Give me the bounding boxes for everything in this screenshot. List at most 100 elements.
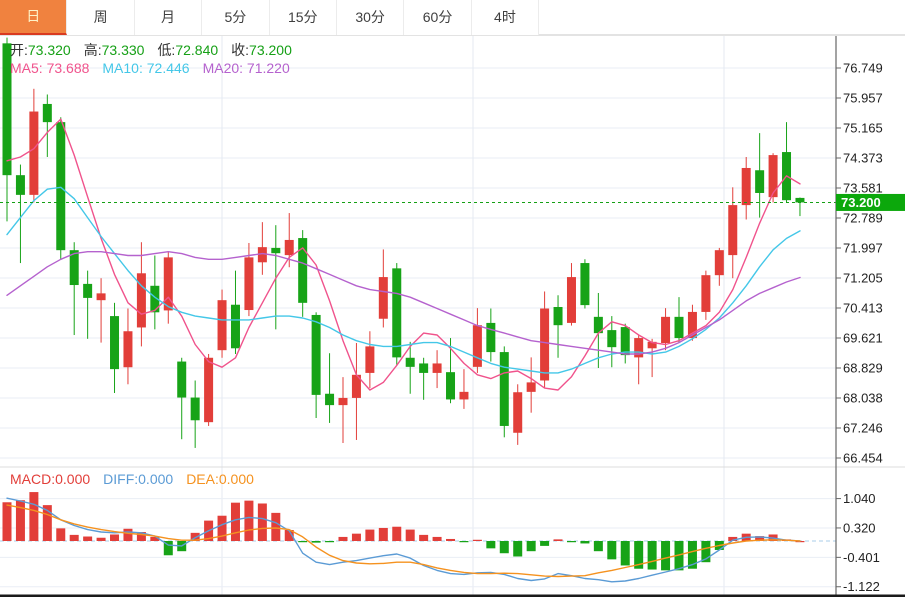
macd-bar <box>513 541 523 557</box>
interval-tabbar: 日周月 5分 15分 30分 60分 4时 <box>0 0 905 35</box>
macd-bar <box>338 536 348 541</box>
candle-body <box>298 238 308 303</box>
macd-bar <box>580 541 590 544</box>
candle-body <box>83 283 93 298</box>
candle-body <box>728 205 738 256</box>
macd-bar <box>351 533 361 541</box>
candle-body <box>687 311 697 339</box>
y-axis-label: 71.997 <box>843 241 883 256</box>
macd-bar <box>29 492 39 541</box>
current-price-tag <box>836 193 905 211</box>
macd-bar <box>271 512 281 541</box>
candle-body <box>553 307 563 326</box>
macd-bar <box>553 539 563 541</box>
macd-bar <box>298 541 308 543</box>
y-axis-label: 72.789 <box>843 211 883 226</box>
candle-body <box>432 363 442 373</box>
candle-body <box>351 374 361 398</box>
current-price-tag-value: 73.200 <box>841 195 881 210</box>
macd-bar <box>230 502 240 541</box>
macd-bar <box>755 536 765 541</box>
candle-body <box>42 103 52 123</box>
candle-body <box>768 155 778 198</box>
tab-4时[interactable]: 4时 <box>471 0 540 35</box>
macd-bar <box>701 541 711 563</box>
ma10-line <box>6 186 801 374</box>
macd-bar <box>378 527 388 541</box>
candle-body <box>499 352 509 426</box>
tab-5分[interactable]: 5分 <box>202 0 270 35</box>
y-axis-label: 74.373 <box>843 151 883 166</box>
macd-bar <box>647 541 657 570</box>
candle-body <box>163 257 173 311</box>
macd-bar <box>687 541 697 569</box>
candle-body <box>459 391 469 400</box>
candle-body <box>472 325 482 367</box>
macd-axis-label: 0.320 <box>843 520 876 535</box>
tab-周[interactable]: 周 <box>67 0 135 35</box>
macd-bar <box>56 528 66 541</box>
candle-body <box>217 300 227 351</box>
macd-bar <box>163 541 173 556</box>
macd-bar <box>257 503 267 541</box>
candle-body <box>419 363 429 373</box>
macd-bar <box>419 534 429 541</box>
candle-body <box>190 397 200 421</box>
candle-body <box>271 247 281 254</box>
candle-body <box>244 257 254 311</box>
candle-body <box>96 293 106 301</box>
macd-bar <box>69 534 79 541</box>
candle-body <box>56 122 66 251</box>
candle-body <box>741 167 751 206</box>
candle-body <box>177 361 187 398</box>
candle-body <box>378 277 388 319</box>
macd-bar <box>244 500 254 541</box>
candle-body <box>580 263 590 306</box>
macd-axis-label: -0.401 <box>843 550 880 565</box>
candle-body <box>338 397 348 406</box>
candle-body <box>2 43 12 176</box>
candle-body <box>526 382 536 392</box>
candle-body <box>674 316 684 339</box>
tab-30分[interactable]: 30分 <box>336 0 405 35</box>
macd-bar <box>325 541 335 543</box>
y-axis-label: 71.205 <box>843 271 883 286</box>
y-axis-label: 75.165 <box>843 121 883 136</box>
candle-body <box>486 322 496 353</box>
macd-bar <box>634 541 644 569</box>
tab-15分[interactable]: 15分 <box>269 0 337 35</box>
candle-body <box>311 314 321 395</box>
macd-axis-label: 1.040 <box>843 491 876 506</box>
macd-bar <box>566 541 576 543</box>
bottom-border <box>0 594 905 597</box>
y-axis-label: 66.454 <box>843 451 883 466</box>
candle-body <box>365 346 375 373</box>
candle-body <box>204 357 214 423</box>
macd-bar <box>150 536 160 541</box>
candle-body <box>284 239 294 256</box>
candle-body <box>661 316 671 343</box>
tab-60分[interactable]: 60分 <box>404 0 472 35</box>
macd-bar <box>365 529 375 541</box>
macd-bar <box>136 532 146 541</box>
macd-bar <box>620 541 630 566</box>
macd-bar <box>311 541 321 543</box>
macd-bar <box>593 541 603 552</box>
macd-bar <box>728 536 738 541</box>
tab-日[interactable]: 日 <box>0 0 68 35</box>
candle-body <box>513 392 523 433</box>
candle-body <box>714 250 724 276</box>
tab-月[interactable]: 月 <box>134 0 203 35</box>
macd-bar <box>405 529 415 541</box>
candle-body <box>795 197 805 203</box>
macd-bar <box>446 538 456 541</box>
macd-bar <box>472 539 482 541</box>
candle-body <box>701 275 711 312</box>
macd-bar <box>674 541 684 571</box>
macd-bar <box>540 541 550 546</box>
macd-bar <box>2 502 12 541</box>
macd-bar <box>217 515 227 541</box>
